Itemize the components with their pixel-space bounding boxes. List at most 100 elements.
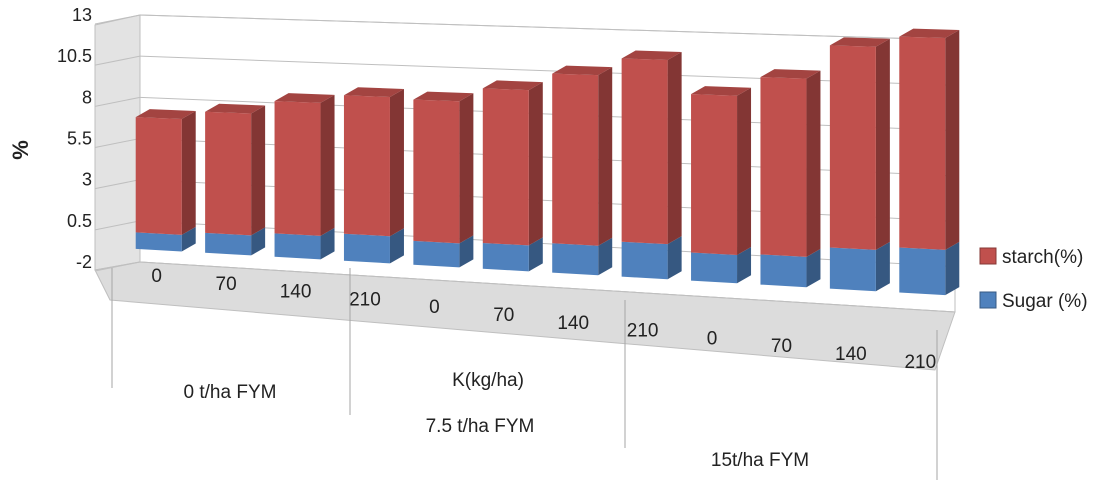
starch-bar-11 bbox=[829, 37, 890, 250]
category-label: 70 bbox=[216, 274, 237, 295]
sugar-bar-4 bbox=[343, 228, 404, 264]
bar-top bbox=[899, 28, 960, 38]
bar-side bbox=[945, 29, 960, 250]
bar-front bbox=[274, 233, 321, 260]
bar-top bbox=[552, 65, 613, 76]
bar-side bbox=[528, 82, 543, 246]
group-label: 15t/ha FYM bbox=[711, 450, 809, 471]
bar-side bbox=[459, 235, 474, 268]
y-tick-label: 10.5 bbox=[57, 46, 92, 66]
starch-bar-5 bbox=[413, 91, 474, 244]
bar-side bbox=[806, 248, 821, 288]
bar-front bbox=[552, 243, 599, 276]
gridline bbox=[139, 261, 956, 313]
bar-side bbox=[320, 94, 335, 236]
bar-front bbox=[899, 36, 946, 250]
category-label: 0 bbox=[151, 266, 162, 287]
starch-bar-12 bbox=[899, 28, 960, 250]
category-label: 210 bbox=[627, 321, 659, 342]
bar-front bbox=[205, 232, 252, 256]
legend-label: Sugar (%) bbox=[1002, 291, 1088, 312]
bar-side bbox=[389, 88, 404, 237]
bar-side bbox=[875, 241, 890, 292]
starch-bar-3 bbox=[274, 93, 335, 236]
category-label: 140 bbox=[835, 344, 867, 365]
bar-side bbox=[598, 237, 613, 276]
bar-front bbox=[760, 77, 807, 257]
gridline-side bbox=[94, 179, 141, 190]
legend-swatch bbox=[979, 291, 997, 309]
bar-side bbox=[945, 241, 960, 296]
bar-front bbox=[205, 111, 252, 236]
gridline-side bbox=[94, 55, 141, 66]
sugar-bar-3 bbox=[274, 227, 335, 260]
y-tick-label: 13 bbox=[72, 5, 92, 25]
bar-front bbox=[413, 240, 460, 268]
category-label: 70 bbox=[771, 336, 792, 357]
bar-side bbox=[528, 237, 543, 272]
bar-side bbox=[181, 226, 196, 252]
bar-top bbox=[343, 87, 404, 97]
gridline-side bbox=[94, 14, 141, 25]
gridline-side bbox=[94, 261, 141, 272]
bar-front bbox=[482, 88, 529, 246]
starch-bar-4 bbox=[343, 87, 404, 237]
bar-side bbox=[667, 51, 682, 245]
bar-side bbox=[459, 93, 474, 244]
y-tick-label: 3 bbox=[82, 170, 92, 190]
category-label: 210 bbox=[904, 352, 936, 373]
bar-front bbox=[829, 45, 876, 250]
bar-top bbox=[413, 91, 474, 102]
bar-side bbox=[875, 38, 890, 250]
bar-front bbox=[691, 252, 738, 284]
category-label: 70 bbox=[493, 305, 514, 326]
bar-front bbox=[343, 95, 390, 237]
gridline-side bbox=[94, 96, 141, 107]
bar-side bbox=[389, 228, 404, 264]
starch-bar-1 bbox=[135, 109, 196, 235]
y-tick-label: 5.5 bbox=[67, 129, 92, 149]
bar-side bbox=[737, 87, 752, 255]
category-label: 210 bbox=[349, 289, 381, 310]
bar-front bbox=[552, 73, 599, 246]
group-axis: 0 t/ha FYM 7.5 t/ha FYM 15t/ha FYM bbox=[111, 268, 938, 480]
category-label: 0 bbox=[707, 328, 718, 349]
legend-label: starch(%) bbox=[1002, 247, 1083, 268]
bar-top bbox=[621, 50, 682, 60]
bar-front bbox=[899, 247, 946, 296]
category-label: 140 bbox=[557, 313, 589, 334]
bar-top bbox=[691, 86, 752, 96]
bar-top bbox=[829, 37, 890, 47]
sugar-bar-7 bbox=[552, 237, 613, 276]
bar-side bbox=[320, 227, 335, 260]
bar-front bbox=[343, 233, 390, 264]
bar-top bbox=[205, 103, 266, 114]
bar-top bbox=[274, 93, 335, 103]
starch-bar-9 bbox=[691, 86, 752, 255]
category-label: 0 bbox=[429, 297, 440, 318]
bar-top bbox=[482, 80, 543, 91]
bar-front bbox=[621, 58, 668, 245]
bar-front bbox=[413, 99, 460, 244]
sugar-bar-2 bbox=[205, 227, 266, 256]
bar-side bbox=[598, 67, 613, 246]
y-axis-label: % bbox=[8, 140, 33, 160]
sugar-bar-11 bbox=[829, 241, 890, 292]
sugar-bar-6 bbox=[482, 237, 543, 272]
bar-top bbox=[135, 109, 196, 120]
group-label: 0 t/ha FYM bbox=[184, 382, 277, 403]
bar-side bbox=[737, 246, 752, 284]
bar-side bbox=[251, 105, 266, 236]
bar-side bbox=[806, 70, 821, 257]
bar-front bbox=[829, 247, 876, 292]
category-labels: 0 70 140 210 0 70 140 210 0 70 140 210 bbox=[151, 266, 936, 373]
y-tick-label: 8 bbox=[82, 87, 92, 107]
bar-side bbox=[181, 111, 196, 235]
y-tick-labels: 13 10.5 8 5.5 3 0.5 -2 bbox=[57, 5, 92, 272]
bar-side bbox=[251, 227, 266, 256]
legend-swatch bbox=[979, 247, 997, 265]
legend: starch(%) Sugar (%) bbox=[979, 247, 1088, 312]
bar-front bbox=[760, 254, 807, 288]
gridline bbox=[139, 14, 956, 41]
